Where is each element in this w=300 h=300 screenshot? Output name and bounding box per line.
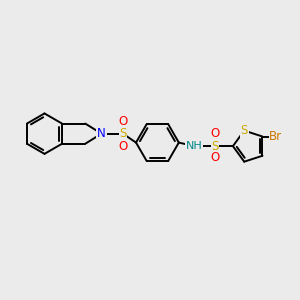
Text: O: O: [211, 151, 220, 164]
Text: S: S: [241, 124, 248, 137]
Text: S: S: [119, 127, 127, 140]
Text: O: O: [118, 115, 128, 128]
Text: S: S: [212, 140, 219, 153]
Text: N: N: [97, 127, 106, 140]
Text: O: O: [211, 127, 220, 140]
Text: NH: NH: [186, 141, 203, 151]
Text: O: O: [118, 140, 128, 153]
Text: Br: Br: [269, 130, 282, 143]
